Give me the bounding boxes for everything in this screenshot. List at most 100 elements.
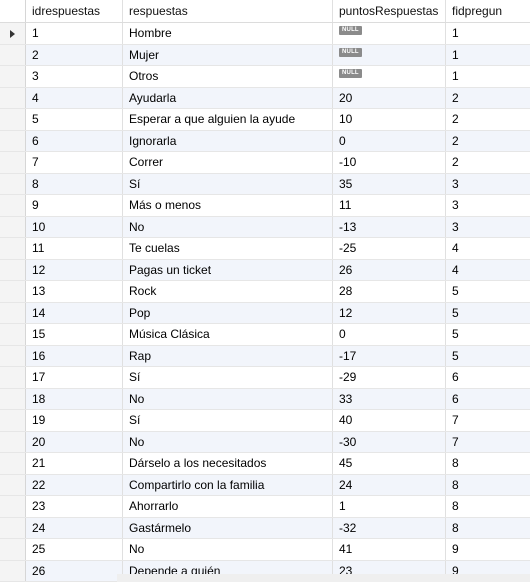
cell-respuestas[interactable]: Más o menos [123, 195, 333, 216]
cell-puntosrespuestas[interactable]: 11 [333, 195, 446, 216]
horizontal-scrollbar[interactable] [117, 574, 530, 582]
table-row[interactable]: 21 Dárselo a los necesitados 45 8 [0, 453, 530, 475]
cell-fidpregunta[interactable]: 5 [452, 327, 459, 341]
row-selector[interactable] [0, 496, 26, 517]
cell-idrespuestas[interactable]: 16 [26, 345, 123, 366]
cell-idrespuestas[interactable]: 5 [26, 109, 123, 130]
cell-fidpregunta[interactable]: 9 [452, 542, 459, 556]
cell-idrespuestas[interactable]: 19 [26, 410, 123, 431]
cell-fidpregunta[interactable]: 1 [452, 69, 459, 83]
row-selector[interactable] [0, 410, 26, 431]
cell-puntosrespuestas[interactable]: 45 [333, 453, 446, 474]
cell-fidpregunta[interactable]: 1 [452, 26, 459, 40]
row-selector[interactable] [0, 109, 26, 130]
table-row[interactable]: 14 Pop 12 5 [0, 302, 530, 324]
table-row[interactable]: 23 Ahorrarlo 1 8 [0, 496, 530, 518]
cell-respuestas[interactable]: Te cuelas [123, 238, 333, 259]
row-selector[interactable] [0, 195, 26, 216]
cell-respuestas[interactable]: Esperar a que alguien la ayude [123, 109, 333, 130]
cell-fidpregunta[interactable]: 9 [452, 563, 459, 578]
table-row[interactable]: 25 No 41 9 [0, 539, 530, 561]
cell-puntosrespuestas[interactable]: 12 [333, 302, 446, 323]
cell-respuestas[interactable]: Correr [123, 152, 333, 173]
row-selector[interactable] [0, 560, 26, 581]
row-selector[interactable] [0, 302, 26, 323]
cell-respuestas[interactable]: Ignorarla [123, 130, 333, 151]
table-row[interactable]: 12 Pagas un ticket 26 4 [0, 259, 530, 281]
cell-fidpregunta[interactable]: 5 [452, 284, 459, 298]
cell-idrespuestas[interactable]: 25 [26, 539, 123, 560]
table-row[interactable]: 11 Te cuelas -25 4 [0, 238, 530, 260]
cell-fidpregunta[interactable]: 4 [452, 262, 459, 277]
row-selector[interactable] [0, 152, 26, 173]
cell-respuestas[interactable]: Música Clásica [123, 324, 333, 345]
cell-puntosrespuestas[interactable]: -32 [333, 517, 446, 538]
cell-respuestas[interactable]: No [123, 388, 333, 409]
cell-puntosrespuestas[interactable]: NULL [333, 23, 446, 44]
cell-fidpregunta[interactable]: 3 [452, 219, 459, 234]
cell-respuestas[interactable]: Dárselo a los necesitados [123, 453, 333, 474]
cell-fidpregunta[interactable]: 2 [452, 90, 459, 105]
cell-respuestas[interactable]: Pop [123, 302, 333, 323]
row-selector[interactable] [0, 453, 26, 474]
cell-idrespuestas[interactable]: 15 [26, 324, 123, 345]
row-selector[interactable] [0, 173, 26, 194]
row-selector[interactable] [0, 474, 26, 495]
row-selector[interactable] [0, 345, 26, 366]
cell-idrespuestas[interactable]: 12 [26, 259, 123, 280]
table-row[interactable]: 22 Compartirlo con la familia 24 8 [0, 474, 530, 496]
table-row[interactable]: 7 Correr -10 2 [0, 152, 530, 174]
table-row[interactable]: 1 Hombre NULL 1 [0, 23, 530, 45]
cell-idrespuestas[interactable]: 22 [26, 474, 123, 495]
cell-puntosrespuestas[interactable]: -17 [333, 345, 446, 366]
cell-puntosrespuestas[interactable]: NULL [333, 66, 446, 87]
cell-puntosrespuestas[interactable]: 41 [333, 539, 446, 560]
cell-respuestas[interactable]: Hombre [123, 23, 333, 44]
cell-respuestas[interactable]: Sí [123, 410, 333, 431]
cell-fidpregunta[interactable]: 5 [452, 305, 459, 320]
cell-respuestas[interactable]: No [123, 539, 333, 560]
table-row[interactable]: 13 Rock 28 5 [0, 281, 530, 303]
cell-puntosrespuestas[interactable]: 35 [333, 173, 446, 194]
cell-idrespuestas[interactable]: 11 [26, 238, 123, 259]
cell-idrespuestas[interactable]: 10 [26, 216, 123, 237]
row-selector[interactable] [0, 216, 26, 237]
cell-puntosrespuestas[interactable]: -25 [333, 238, 446, 259]
cell-respuestas[interactable]: No [123, 216, 333, 237]
cell-idrespuestas[interactable]: 6 [26, 130, 123, 151]
row-selector[interactable] [0, 238, 26, 259]
table-row[interactable]: 9 Más o menos 11 3 [0, 195, 530, 217]
cell-puntosrespuestas[interactable]: 33 [333, 388, 446, 409]
cell-idrespuestas[interactable]: 20 [26, 431, 123, 452]
row-selector[interactable] [0, 259, 26, 280]
table-row[interactable]: 24 Gastármelo -32 8 [0, 517, 530, 539]
table-row[interactable]: 19 Sí 40 7 [0, 410, 530, 432]
cell-respuestas[interactable]: Compartirlo con la familia [123, 474, 333, 495]
cell-fidpregunta[interactable]: 8 [452, 456, 459, 470]
cell-fidpregunta[interactable]: 8 [452, 499, 459, 513]
row-selector[interactable] [0, 367, 26, 388]
cell-puntosrespuestas[interactable]: 0 [333, 130, 446, 151]
cell-puntosrespuestas[interactable]: -30 [333, 431, 446, 452]
table-row[interactable]: 4 Ayudarla 20 2 [0, 87, 530, 109]
cell-respuestas[interactable]: Ayudarla [123, 87, 333, 108]
cell-fidpregunta[interactable]: 6 [452, 391, 459, 406]
cell-puntosrespuestas[interactable]: NULL [333, 44, 446, 65]
cell-idrespuestas[interactable]: 26 [26, 560, 123, 581]
cell-respuestas[interactable]: Rock [123, 281, 333, 302]
cell-respuestas[interactable]: No [123, 431, 333, 452]
row-selector[interactable] [0, 517, 26, 538]
cell-respuestas[interactable]: Sí [123, 173, 333, 194]
cell-idrespuestas[interactable]: 23 [26, 496, 123, 517]
cell-puntosrespuestas[interactable]: 24 [333, 474, 446, 495]
cell-idrespuestas[interactable]: 7 [26, 152, 123, 173]
cell-puntosrespuestas[interactable]: 0 [333, 324, 446, 345]
cell-puntosrespuestas[interactable]: -29 [333, 367, 446, 388]
table-row[interactable]: 8 Sí 35 3 [0, 173, 530, 195]
row-selector[interactable] [0, 431, 26, 452]
row-selector[interactable] [0, 388, 26, 409]
table-row[interactable]: 5 Esperar a que alguien la ayude 10 2 [0, 109, 530, 131]
column-header-respuestas[interactable]: respuestas [123, 0, 333, 22]
table-row[interactable]: 10 No -13 3 [0, 216, 530, 238]
row-selector[interactable] [0, 44, 26, 65]
